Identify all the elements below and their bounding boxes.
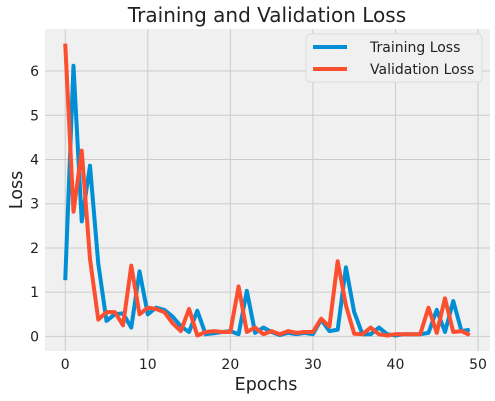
x-tick-label: 40 <box>387 357 405 373</box>
y-tick-label: 5 <box>30 108 39 124</box>
y-tick-label: 1 <box>30 285 39 301</box>
grid-lines <box>45 29 490 351</box>
y-tick-label: 6 <box>30 64 39 80</box>
x-tick-label: 30 <box>304 357 322 373</box>
validation-loss-line <box>63 43 471 338</box>
x-axis-label: Epochs <box>235 375 298 395</box>
legend: Training Loss Validation Loss <box>305 33 483 83</box>
tick-labels: 0 10 20 30 40 50 0 1 2 3 4 5 6 <box>30 64 487 373</box>
y-tick-label: 3 <box>30 197 39 213</box>
chart-title: Training and Validation Loss <box>127 3 406 27</box>
y-tick-label: 4 <box>30 152 39 168</box>
y-tick-label: 0 <box>30 329 39 345</box>
x-tick-label: 0 <box>61 357 70 373</box>
legend-label-training-loss: Training Loss <box>369 40 460 56</box>
legend-label-validation-loss: Validation Loss <box>370 62 474 78</box>
x-tick-label: 10 <box>139 357 157 373</box>
plot-area <box>45 29 490 351</box>
series-lines <box>63 43 471 338</box>
x-tick-label: 50 <box>469 357 487 373</box>
y-axis-label: Loss <box>7 171 27 209</box>
legend-box <box>305 33 483 83</box>
x-tick-label: 20 <box>221 357 239 373</box>
y-tick-label: 2 <box>30 241 39 257</box>
